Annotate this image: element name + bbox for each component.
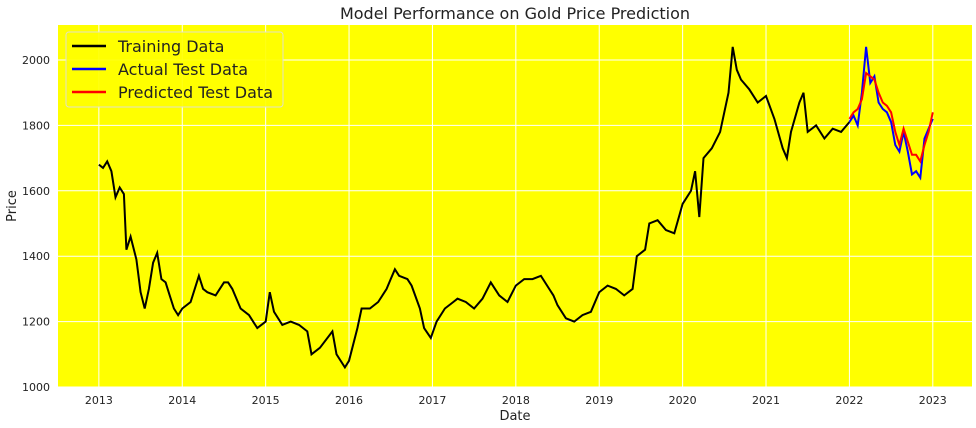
legend-label: Predicted Test Data [118,83,273,102]
y-tick-label: 1600 [22,185,50,198]
x-axis-label: Date [499,409,530,424]
x-tick-label: 2021 [752,394,780,407]
chart-title: Model Performance on Gold Price Predicti… [340,4,690,23]
series-line-1 [848,46,934,181]
x-tick-label: 2017 [418,394,446,407]
y-tick-label: 2000 [22,54,50,67]
series-line-0 [98,46,851,370]
x-tick-label: 2013 [85,394,113,407]
x-tick-label: 2015 [252,394,280,407]
y-tick-label: 1400 [22,250,50,263]
legend: Training Data Actual Test Data Predicted T… [65,31,284,108]
y-tick-label: 1800 [22,119,50,132]
series-line-2 [848,71,934,164]
x-tick-label: 2023 [919,394,947,407]
x-tick-label: 2016 [335,394,363,407]
legend-label: Training Data [117,37,224,56]
y-axis-label: Price [5,190,20,222]
x-tick-label: 2020 [669,394,697,407]
y-tick-label: 1200 [22,316,50,329]
y-tick-label: 1000 [22,381,50,394]
x-tick-label: 2019 [585,394,613,407]
x-tick-label: 2014 [168,394,196,407]
x-tick-label: 2018 [502,394,530,407]
legend-label: Actual Test Data [118,60,248,79]
x-tick-label: 2022 [835,394,863,407]
